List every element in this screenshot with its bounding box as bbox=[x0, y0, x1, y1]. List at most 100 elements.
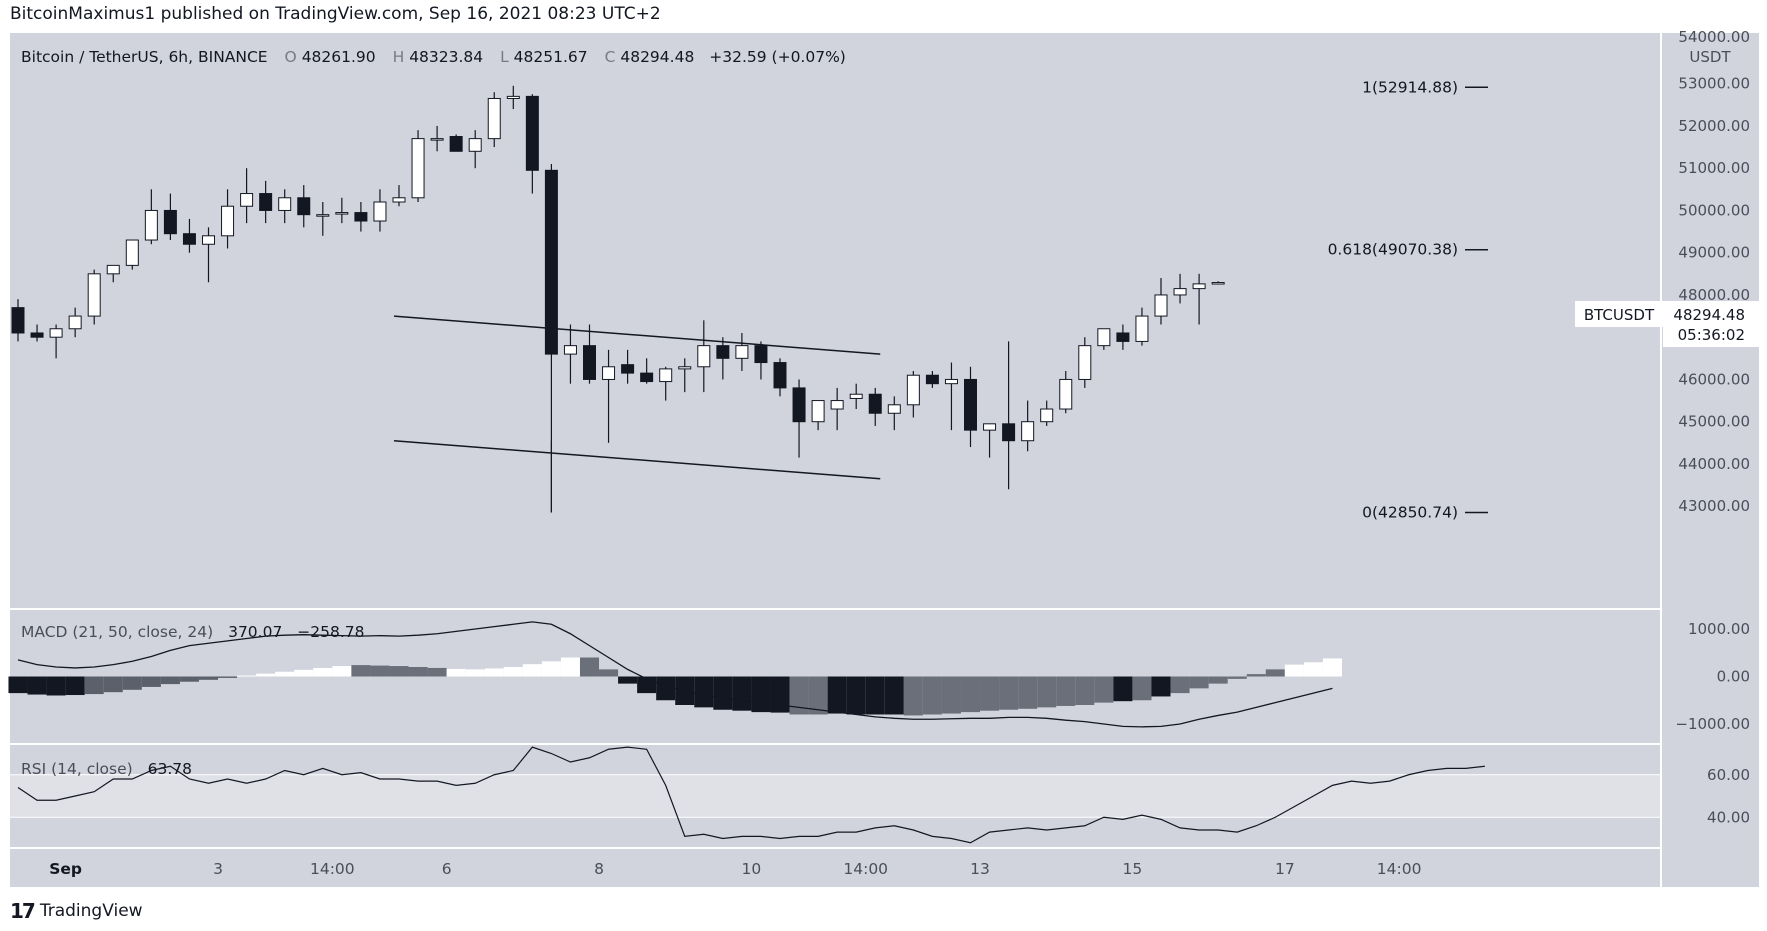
candle[interactable] bbox=[964, 366, 977, 448]
candle[interactable] bbox=[773, 358, 787, 397]
author-name[interactable]: BitcoinMaximus1 bbox=[10, 4, 156, 24]
candle[interactable] bbox=[87, 269, 101, 325]
candle[interactable] bbox=[144, 189, 158, 245]
rsi-axis-label: 60.00 bbox=[1707, 766, 1750, 784]
candle[interactable] bbox=[1173, 273, 1187, 304]
candle[interactable] bbox=[849, 383, 863, 410]
candle[interactable] bbox=[373, 189, 387, 232]
candle[interactable] bbox=[297, 185, 311, 228]
candle[interactable] bbox=[49, 324, 63, 359]
candle[interactable] bbox=[335, 197, 349, 224]
macd-histogram-bar bbox=[1113, 676, 1133, 702]
last-price-label[interactable]: BTCUSDT 48294.48 05:36:02 bbox=[1575, 301, 1759, 347]
price-tick-label: 45000.00 bbox=[1678, 413, 1750, 431]
candle[interactable] bbox=[697, 320, 711, 393]
symbol-tag bbox=[1575, 301, 1663, 327]
candle[interactable] bbox=[640, 358, 654, 384]
candle[interactable] bbox=[906, 371, 920, 418]
candle[interactable] bbox=[354, 202, 368, 232]
candle[interactable] bbox=[449, 134, 463, 152]
candle[interactable] bbox=[1097, 328, 1111, 350]
candle[interactable] bbox=[944, 362, 958, 431]
fib-level[interactable]: 0(42850.74) bbox=[1362, 504, 1488, 522]
candle[interactable] bbox=[392, 185, 406, 207]
candle[interactable] bbox=[11, 299, 25, 342]
candle[interactable] bbox=[563, 324, 577, 384]
candle[interactable] bbox=[411, 130, 425, 202]
fib-level[interactable]: 0.618(49070.38) bbox=[1328, 241, 1488, 259]
candle[interactable] bbox=[163, 193, 177, 241]
macd-histogram-bar bbox=[522, 664, 542, 677]
candle[interactable] bbox=[1040, 400, 1054, 426]
candle[interactable] bbox=[716, 337, 730, 380]
macd-histogram-bar bbox=[160, 676, 180, 685]
candle[interactable] bbox=[240, 168, 254, 224]
candlestick-series[interactable] bbox=[11, 85, 1225, 513]
candle[interactable] bbox=[1078, 337, 1092, 388]
candle[interactable] bbox=[1154, 278, 1168, 325]
time-axis[interactable]: Sep 3 14:00 6 8 10 14:00 13 15 17 14:00 bbox=[49, 860, 1421, 878]
rsi-indicator[interactable]: 60.00 40.00 bbox=[10, 746, 1750, 844]
candle[interactable] bbox=[678, 358, 692, 393]
macd-histogram-bar bbox=[370, 665, 390, 677]
candle[interactable] bbox=[316, 202, 330, 236]
rsi-legend[interactable]: RSI (14, close) 63.78 bbox=[21, 760, 192, 778]
candle[interactable] bbox=[1192, 273, 1206, 325]
candle-body-down bbox=[259, 193, 273, 211]
candle[interactable] bbox=[811, 400, 825, 431]
candle[interactable] bbox=[754, 341, 768, 380]
candle[interactable] bbox=[583, 324, 596, 384]
candle[interactable] bbox=[506, 85, 520, 110]
candle[interactable] bbox=[259, 180, 273, 224]
candle[interactable] bbox=[68, 307, 82, 338]
candle[interactable] bbox=[30, 324, 44, 342]
macd-histogram-bar bbox=[770, 676, 790, 713]
candle[interactable] bbox=[1135, 307, 1149, 346]
candle[interactable] bbox=[125, 239, 139, 270]
trendline-lower[interactable] bbox=[393, 439, 881, 480]
candle[interactable] bbox=[1116, 324, 1130, 350]
fib-level[interactable]: 1(52914.88) bbox=[1362, 78, 1488, 96]
macd-histogram-bar bbox=[1189, 676, 1209, 689]
symbol-legend[interactable]: Bitcoin / TetherUS, 6h, BINANCE O 48261.… bbox=[21, 48, 846, 66]
candle[interactable] bbox=[868, 387, 882, 426]
candle[interactable] bbox=[106, 264, 120, 283]
candle[interactable] bbox=[1211, 281, 1225, 285]
fib-levels[interactable]: 1(52914.88) 0.618(49070.38) 0(42850.74) bbox=[1328, 78, 1488, 522]
candle[interactable] bbox=[1002, 341, 1016, 490]
candle-body-up bbox=[373, 201, 387, 222]
candle[interactable] bbox=[659, 366, 673, 401]
candle[interactable] bbox=[487, 92, 501, 148]
macd-legend[interactable]: MACD (21, 50, close, 24) 370.07 −258.78 bbox=[21, 623, 365, 641]
candle[interactable] bbox=[1021, 400, 1035, 452]
tradingview-footer[interactable]: 17 TradingView bbox=[10, 899, 143, 923]
candle[interactable] bbox=[602, 349, 616, 443]
candle[interactable] bbox=[830, 387, 844, 431]
candle[interactable] bbox=[1059, 371, 1073, 414]
candle[interactable] bbox=[278, 189, 292, 224]
candle[interactable] bbox=[983, 423, 997, 458]
svg-text:RSI (14, close) 63.78: RSI (14, close) 63.78 bbox=[21, 760, 192, 778]
candle-body-up bbox=[87, 273, 101, 317]
candle[interactable] bbox=[525, 94, 539, 194]
candle[interactable] bbox=[544, 163, 558, 513]
macd-indicator[interactable]: 1000.00 0.00 −1000.00 bbox=[8, 620, 1750, 733]
symbol-title[interactable]: Bitcoin / TetherUS, 6h, BINANCE bbox=[21, 48, 268, 66]
candle[interactable] bbox=[621, 349, 635, 384]
candle[interactable] bbox=[792, 379, 806, 458]
candle[interactable] bbox=[887, 396, 901, 431]
macd-histogram-bar bbox=[618, 676, 638, 684]
trendline-upper[interactable] bbox=[393, 315, 881, 355]
candle[interactable] bbox=[221, 189, 235, 249]
candle[interactable] bbox=[430, 125, 444, 152]
macd-histogram-bar bbox=[1151, 676, 1171, 697]
macd-histogram-bar bbox=[1208, 676, 1228, 684]
candle-body-up bbox=[202, 235, 215, 245]
candle[interactable] bbox=[925, 371, 939, 388]
candle[interactable] bbox=[202, 227, 215, 283]
candle[interactable] bbox=[468, 130, 482, 169]
candle[interactable] bbox=[735, 332, 749, 371]
candle[interactable] bbox=[182, 218, 196, 253]
time-axis-label: 8 bbox=[594, 860, 604, 878]
